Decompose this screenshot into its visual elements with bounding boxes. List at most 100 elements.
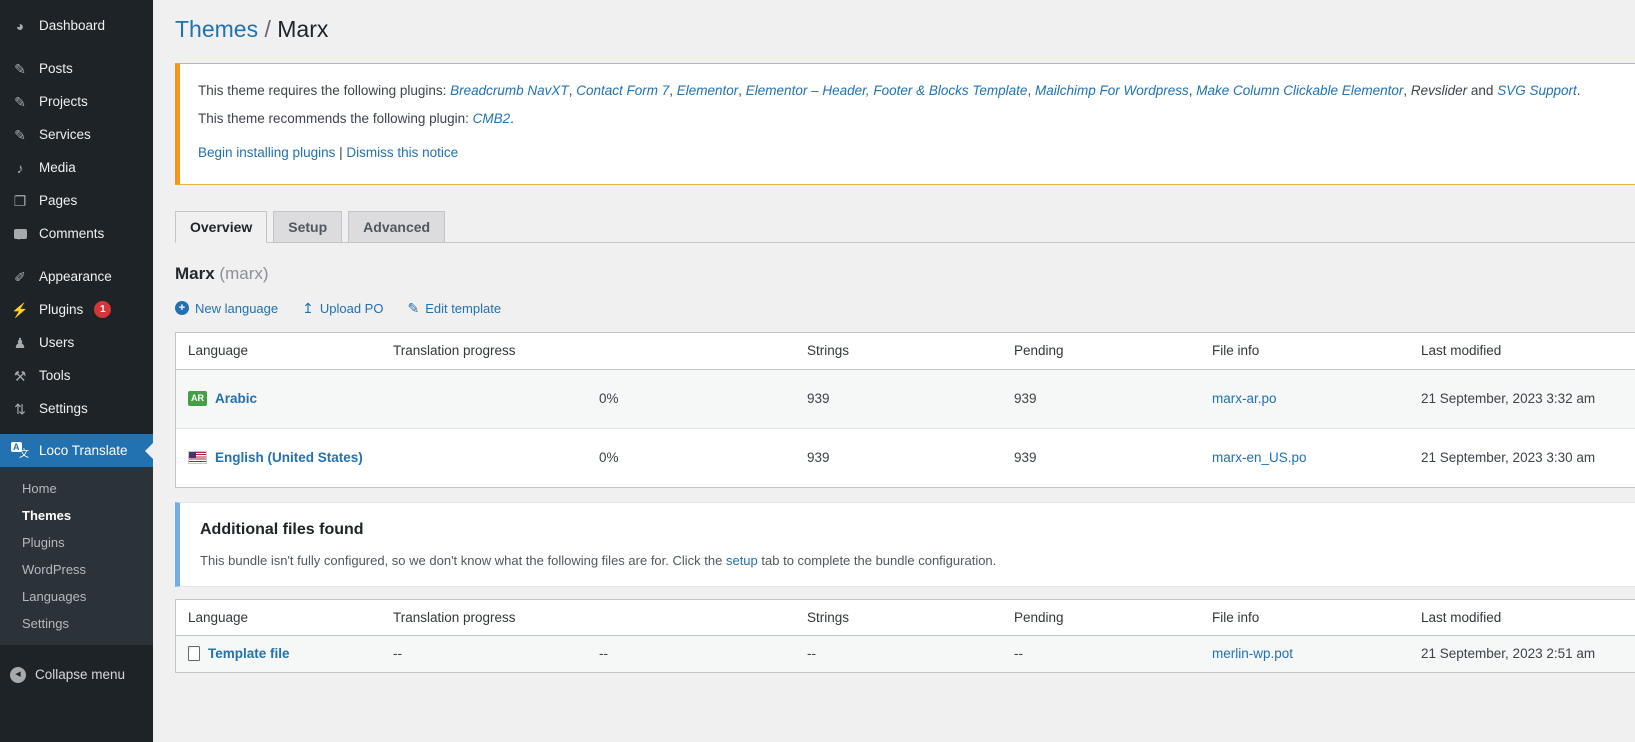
plugin-link-contact-form-7[interactable]: Contact Form 7 <box>576 83 670 98</box>
col-header-pending: Pending <box>1014 609 1064 625</box>
sidebar-item-plugins[interactable]: ⚡ Plugins 1 <box>0 293 153 326</box>
sidebar-item-tools[interactable]: ⚒ Tools <box>0 359 153 392</box>
breadcrumb-themes-link[interactable]: Themes <box>175 16 259 42</box>
plugin-link-svg-support[interactable]: SVG Support <box>1497 83 1577 98</box>
upload-icon: ↥ <box>302 300 314 317</box>
plugin-link-breadcrumb-navxt[interactable]: Breadcrumb NavXT <box>450 83 569 98</box>
notice-actions-line: Begin installing plugins | Dismiss this … <box>198 144 459 160</box>
strings-count: 939 <box>807 450 830 466</box>
pencil-icon: ✎ <box>407 300 420 317</box>
template-file-link[interactable]: Template file <box>208 646 290 662</box>
submenu-item-home[interactable]: Home <box>22 481 57 496</box>
sidebar-item-label: Pages <box>39 193 78 208</box>
tab-advanced[interactable]: Advanced <box>348 210 446 242</box>
tab-overview[interactable]: Overview <box>175 210 268 243</box>
sidebar-item-posts[interactable]: ✎ Posts <box>0 52 153 85</box>
comment-bubble-icon <box>10 227 30 241</box>
pushpin-icon: ✎ <box>14 126 26 143</box>
col-header-file-info: File info <box>1212 609 1260 625</box>
language-link-arabic[interactable]: Arabic <box>215 391 258 407</box>
col-header-pending: Pending <box>1014 343 1064 359</box>
col-header-language: Language <box>188 343 249 359</box>
table-header-row: Language Translation progress Strings Pe… <box>176 333 1635 370</box>
language-link-english-us[interactable]: English (United States) <box>215 450 363 466</box>
last-modified-value: 21 September, 2023 3:32 am <box>1421 391 1596 407</box>
plugin-link-elementor[interactable]: Elementor <box>676 83 739 98</box>
sidebar-item-dashboard[interactable]: ◕ Dashboard <box>0 9 153 42</box>
menu-separator <box>0 42 153 52</box>
sidebar-item-label: Settings <box>39 401 88 416</box>
sliders-icon: ⇅ <box>14 400 26 417</box>
sidebar-item-label: Appearance <box>39 269 112 284</box>
sidebar-item-label: Users <box>39 335 75 350</box>
sidebar-item-projects[interactable]: ✎ Projects <box>0 85 153 118</box>
col-header-progress: Translation progress <box>393 609 516 625</box>
submenu-item-settings[interactable]: Settings <box>22 616 69 631</box>
plus-circle-icon: + <box>175 301 189 316</box>
file-link-merlin-wp-pot[interactable]: merlin-wp.pot <box>1212 646 1294 662</box>
plugin-link-make-column-clickable[interactable]: Make Column Clickable Elementor <box>1196 83 1404 98</box>
sidebar-item-appearance[interactable]: ✐ Appearance <box>0 260 153 293</box>
plugin-link-cmb2[interactable]: CMB2 <box>472 111 511 127</box>
us-flag-icon <box>188 451 207 465</box>
sidebar-item-media[interactable]: ♪ Media <box>0 151 153 184</box>
sidebar-item-comments[interactable]: Comments <box>0 217 153 250</box>
edit-template-link[interactable]: ✎ Edit template <box>407 300 502 317</box>
submenu-item-themes[interactable]: Themes <box>22 508 72 523</box>
pending-count: 939 <box>1014 391 1037 407</box>
bundle-name: Marx <box>175 263 215 283</box>
table-row-english-us: English (United States) 0% 939 939 marx-… <box>176 427 1635 487</box>
user-icon: ♟ <box>13 334 27 351</box>
col-header-strings: Strings <box>807 609 850 625</box>
submenu-item-wordpress[interactable]: WordPress <box>22 562 87 577</box>
bundle-slug: (marx) <box>219 263 269 283</box>
begin-installing-plugins-link[interactable]: Begin installing plugins <box>198 144 336 160</box>
sidebar-item-label: Posts <box>39 61 73 76</box>
new-language-link[interactable]: + New language <box>175 301 278 316</box>
upload-po-link[interactable]: ↥ Upload PO <box>302 300 384 317</box>
brush-icon: ✐ <box>14 268 26 285</box>
setup-tab-link[interactable]: setup <box>725 552 758 568</box>
sidebar-item-label: Dashboard <box>39 18 106 33</box>
sidebar-item-label: Plugins <box>39 302 84 317</box>
breadcrumb: Themes / Marx <box>175 15 1635 44</box>
file-link-marx-ar-po[interactable]: marx-ar.po <box>1212 391 1277 407</box>
required-plugins-line: This theme requires the following plugin… <box>198 83 1581 98</box>
file-link-marx-en-us-po[interactable]: marx-en_US.po <box>1212 450 1307 466</box>
strings-count: -- <box>807 646 816 662</box>
menu-separator <box>0 425 153 434</box>
breadcrumb-separator: / <box>258 16 278 42</box>
last-modified-value: 21 September, 2023 3:30 am <box>1421 450 1596 466</box>
translations-table: Language Translation progress Strings Pe… <box>175 331 1635 488</box>
collapse-menu-label: Collapse menu <box>35 667 126 682</box>
dashboard-icon: ◕ <box>15 17 25 34</box>
col-header-file-info: File info <box>1212 343 1260 359</box>
plugin-link-mailchimp[interactable]: Mailchimp For Wordpress <box>1034 83 1189 98</box>
submenu-item-plugins[interactable]: Plugins <box>22 535 65 550</box>
col-header-language: Language <box>188 609 249 625</box>
arabic-flag-badge: AR <box>188 391 207 407</box>
sidebar-item-pages[interactable]: ❐ Pages <box>0 184 153 217</box>
sidebar-item-users[interactable]: ♟ Users <box>0 326 153 359</box>
sidebar-item-label: Comments <box>39 226 105 241</box>
document-icon <box>188 646 200 662</box>
recommended-plugins-line: This theme recommends the following plug… <box>198 111 514 127</box>
additional-files-text: This bundle isn't fully configured, so w… <box>200 552 997 568</box>
tab-setup[interactable]: Setup <box>273 210 343 242</box>
plugin-name-revslider: Revslider <box>1410 83 1468 98</box>
strings-count: 939 <box>807 391 830 407</box>
media-icon: ♪ <box>16 159 24 176</box>
submenu-item-languages[interactable]: Languages <box>22 589 87 604</box>
pending-count: 939 <box>1014 450 1037 466</box>
dismiss-notice-link[interactable]: Dismiss this notice <box>346 144 459 160</box>
sidebar-item-services[interactable]: ✎ Services <box>0 118 153 151</box>
col-header-strings: Strings <box>807 343 850 359</box>
sidebar-item-settings[interactable]: ⇅ Settings <box>0 392 153 425</box>
admin-sidebar: ◕ Dashboard ✎ Posts ✎ Projects ✎ Service… <box>0 0 153 742</box>
collapse-menu-button[interactable]: ◀ Collapse menu <box>0 661 153 688</box>
plugin-link-elementor-header-footer[interactable]: Elementor – Header, Footer & Blocks Temp… <box>745 83 1028 98</box>
col-header-progress: Translation progress <box>393 343 516 359</box>
progress-bar-placeholder: -- <box>393 646 402 662</box>
